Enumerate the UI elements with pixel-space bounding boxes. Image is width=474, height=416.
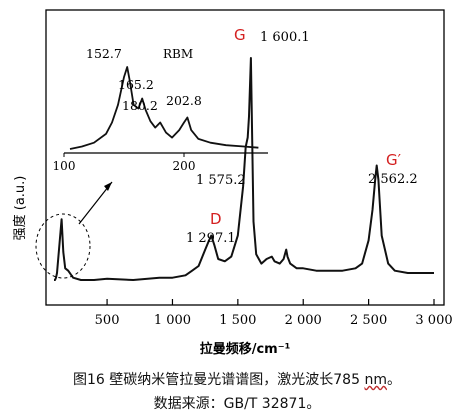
inset-arrow-head <box>104 182 112 191</box>
x-tick-label: 500 <box>95 313 120 328</box>
peak-G-letter: G <box>234 26 246 44</box>
peak-G2-value: 2 562.2 <box>368 172 418 187</box>
x-tick-label: 3 000 <box>415 313 452 328</box>
x-tick-label: 2 500 <box>350 313 387 328</box>
spectrum-line <box>54 57 434 281</box>
inset-spectrum-line <box>69 66 259 150</box>
plot-frame <box>45 9 445 306</box>
peak-D-value: 1 297.1 <box>186 231 236 246</box>
x-tick-label: 1 500 <box>219 313 256 328</box>
inset-x-tick-label: 100 <box>53 159 76 173</box>
x-tick-label: 1 000 <box>154 313 191 328</box>
caption-text: 图16 壁碳纳米管拉曼光谱谱图，激光波长785 <box>73 372 365 388</box>
inset-peak-label: 180.2 <box>122 98 158 113</box>
inset-peak-label: 202.8 <box>166 93 202 108</box>
inset-title: RBM <box>163 47 193 61</box>
x-tick-label: 2 000 <box>285 313 322 328</box>
data-source: 数据来源：GB/T 32871。 <box>153 396 321 412</box>
inset-peak-label: 165.2 <box>118 77 154 92</box>
rbm-inset: 100 200 RBM 152.7 165.2 180.2 202.8 <box>53 46 268 173</box>
y-axis-label: 强度 (a.u.) <box>12 176 28 241</box>
raman-spectrum-chart: 500 1 000 1 500 2 000 2 500 3 000 拉曼频移/cm⁻¹ 强度 … <box>12 9 453 357</box>
rbm-highlight-circle <box>35 213 91 279</box>
peak-G-value: 1 600.1 <box>260 30 310 45</box>
peak-1575-value: 1 575.2 <box>196 173 246 188</box>
figure-caption: 图16 壁碳纳米管拉曼光谱谱图，激光波长785 nm。 <box>0 369 474 389</box>
chart-labels: D 1 297.1 1 575.2 G 1 600.1 G′ 2 562.2 <box>35 26 418 279</box>
peak-G2-letter: G′ <box>386 151 402 169</box>
peak-D-letter: D <box>210 210 222 228</box>
caption-end: 。 <box>386 372 401 388</box>
caption-unit: nm <box>364 372 387 388</box>
main-plot: 500 1 000 1 500 2 000 2 500 3 000 拉曼频移/cm⁻¹ 强度 … <box>12 9 453 357</box>
inset-peak-label: 152.7 <box>86 46 122 61</box>
x-axis-label: 拉曼频移/cm⁻¹ <box>200 341 291 357</box>
inset-x-tick-label: 200 <box>173 159 196 173</box>
